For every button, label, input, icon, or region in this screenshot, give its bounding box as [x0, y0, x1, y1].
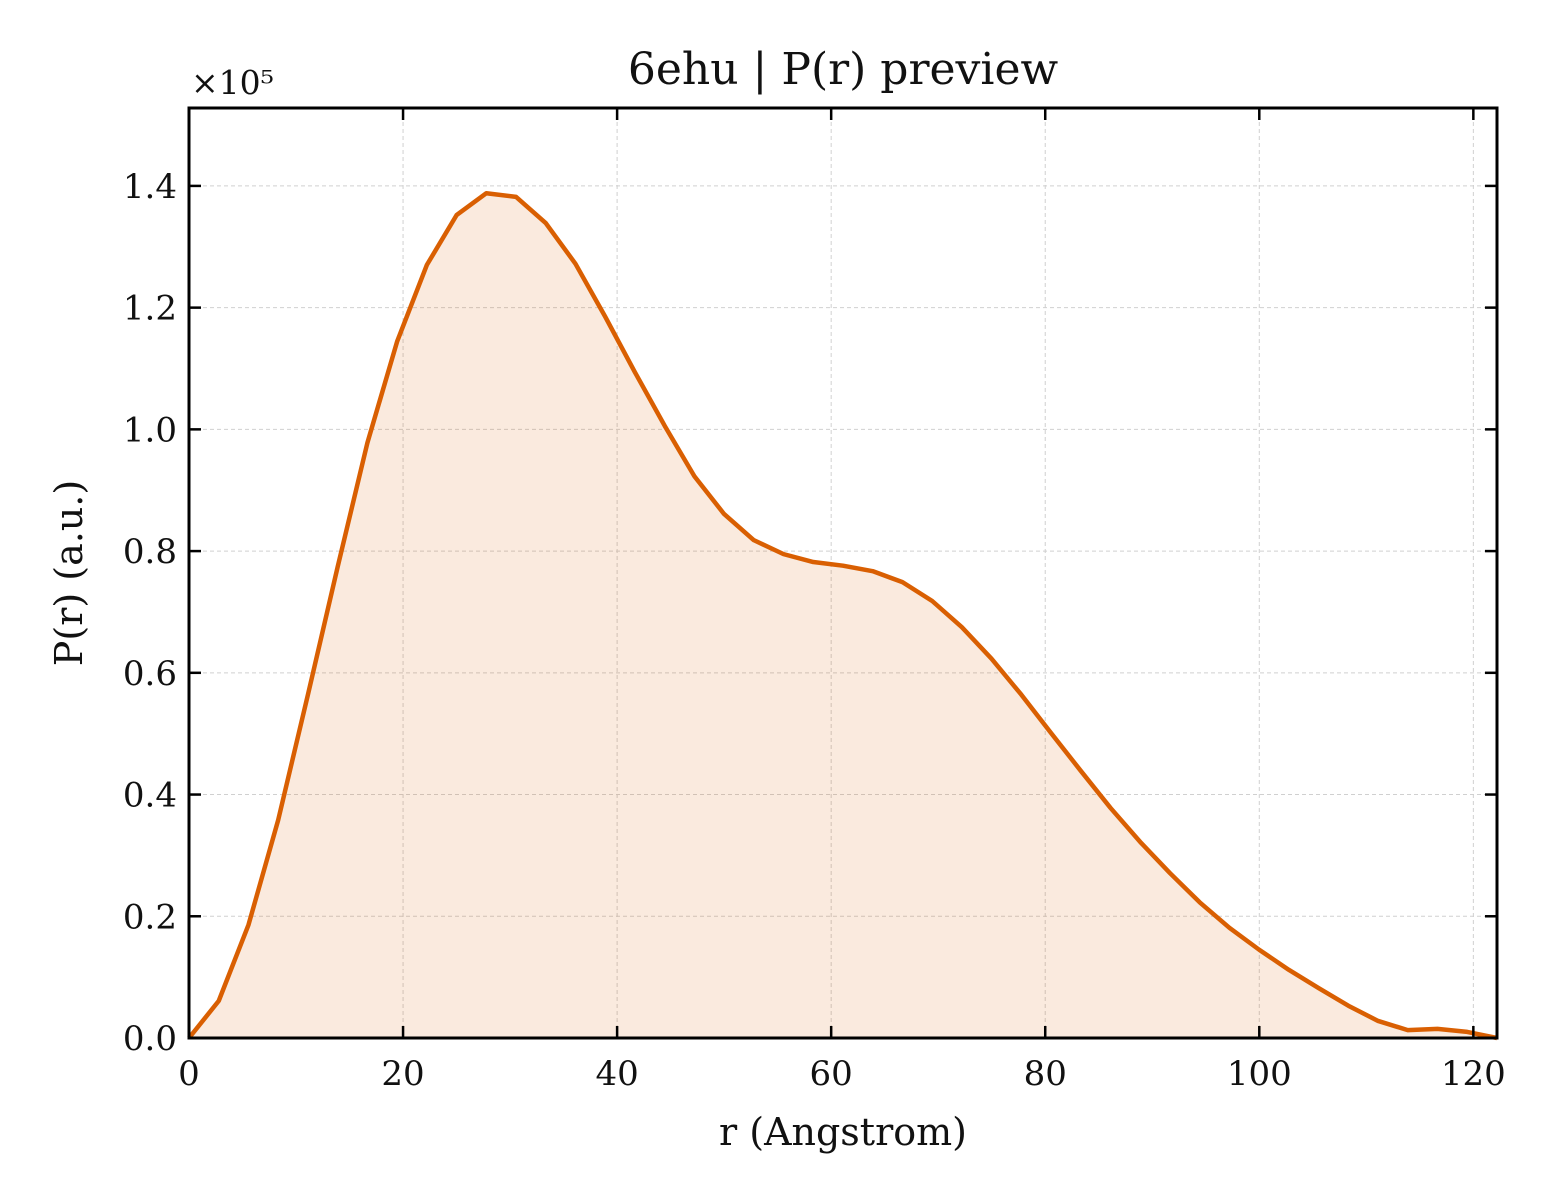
x-axis-label: r (Angstrom)	[719, 1110, 967, 1154]
y-tick-label: 1.2	[123, 289, 177, 329]
y-tick-label: 0.0	[123, 1019, 177, 1059]
y-tick-label: 1.4	[123, 167, 177, 207]
x-tick-label: 80	[1024, 1054, 1067, 1094]
x-tick-label: 20	[381, 1054, 424, 1094]
y-axis-label: P(r) (a.u.)	[47, 480, 91, 666]
x-tick-label: 0	[178, 1054, 200, 1094]
y-tick-label: 0.6	[123, 654, 177, 694]
line	[187, 190, 1498, 1041]
y-offset-label: ×10⁵	[191, 63, 274, 102]
x-tick-label: 100	[1227, 1054, 1292, 1094]
y-tick-label: 0.4	[123, 776, 177, 816]
y-tick-label: 1.0	[123, 410, 177, 450]
x-tick-label: 40	[595, 1054, 638, 1094]
area	[189, 193, 1497, 1038]
chart-title: 6ehu | P(r) preview	[628, 44, 1059, 95]
y-tick-label: 0.8	[123, 532, 177, 572]
x-tick-label: 120	[1441, 1054, 1506, 1094]
plot-frame	[187, 106, 1499, 1040]
x-tick-label: 60	[810, 1054, 853, 1094]
y-tick-label: 0.2	[123, 897, 177, 937]
